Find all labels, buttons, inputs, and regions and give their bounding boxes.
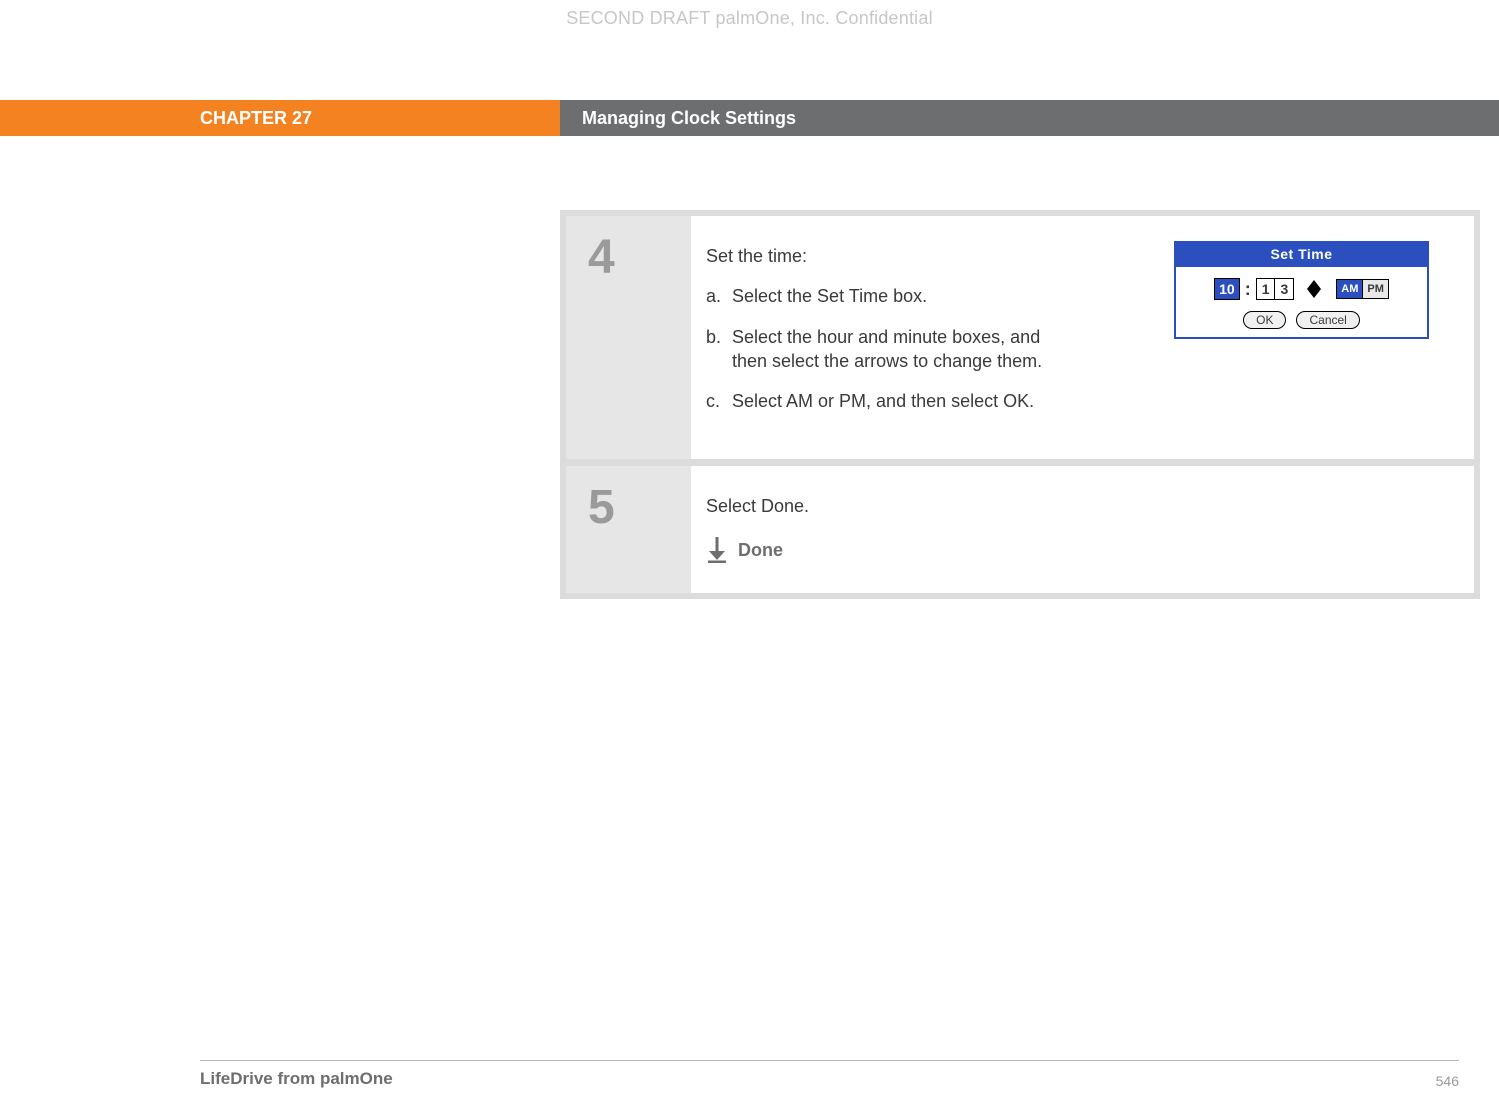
footer-product: LifeDrive from palmOne [200, 1069, 393, 1089]
sub-step-item: b. Select the hour and minute boxes, and… [706, 325, 1046, 374]
step-number: 5 [566, 466, 691, 592]
done-indicator: Done [706, 537, 1444, 563]
chevron-down-icon [1307, 289, 1321, 298]
chapter-label: CHAPTER 27 [0, 100, 560, 136]
sub-step-text: Select the hour and minute boxes, and th… [732, 325, 1046, 374]
hour-field[interactable]: 10 [1214, 278, 1240, 301]
step-number: 4 [566, 216, 691, 459]
cancel-button[interactable]: Cancel [1296, 311, 1359, 329]
arrow-down-icon [706, 537, 728, 563]
sub-step-text: Select AM or PM, and then select OK. [732, 389, 1034, 413]
dialog-button-row: OK Cancel [1184, 311, 1419, 329]
sub-step-letter: a. [706, 284, 732, 308]
watermark-text: SECOND DRAFT palmOne, Inc. Confidential [0, 8, 1499, 29]
time-colon: : [1243, 277, 1253, 301]
step-row: 4 Set the time: a. Select the Set Time b… [566, 216, 1474, 459]
dialog-title: Set Time [1176, 243, 1427, 267]
pm-cell[interactable]: PM [1362, 280, 1388, 299]
ampm-toggle: AM PM [1336, 279, 1389, 300]
sub-step-letter: c. [706, 389, 732, 413]
time-row: 10 : 1 3 AM PM [1184, 277, 1419, 301]
sub-step-item: a. Select the Set Time box. [706, 284, 1046, 308]
sub-step-text: Select the Set Time box. [732, 284, 927, 308]
chevron-up-icon [1307, 280, 1321, 289]
time-spinner[interactable] [1307, 280, 1321, 298]
step-heading: Select Done. [706, 494, 1444, 518]
sub-step-item: c. Select AM or PM, and then select OK. [706, 389, 1046, 413]
am-cell[interactable]: AM [1337, 280, 1362, 299]
step-body: Select Done. Done [691, 466, 1474, 592]
header-band: CHAPTER 27 Managing Clock Settings [0, 100, 1499, 136]
step-body: Set the time: a. Select the Set Time box… [691, 216, 1474, 459]
steps-panel: 4 Set the time: a. Select the Set Time b… [560, 210, 1480, 599]
step-row: 5 Select Done. Done [566, 466, 1474, 592]
minute-tens-field[interactable]: 1 [1257, 279, 1275, 300]
sub-step-letter: b. [706, 325, 732, 374]
footer-rule [200, 1060, 1459, 1061]
footer-page-number: 546 [1436, 1073, 1459, 1089]
ok-button[interactable]: OK [1243, 311, 1286, 329]
minute-field-group: 1 3 [1256, 278, 1295, 301]
chapter-title: Managing Clock Settings [560, 100, 1499, 136]
set-time-dialog: Set Time 10 : 1 3 A [1174, 241, 1429, 339]
minute-ones-field[interactable]: 3 [1274, 279, 1293, 300]
sub-step-list: a. Select the Set Time box. b. Select th… [706, 284, 1046, 413]
dialog-body: 10 : 1 3 AM PM [1176, 267, 1427, 337]
done-label: Done [738, 538, 783, 562]
